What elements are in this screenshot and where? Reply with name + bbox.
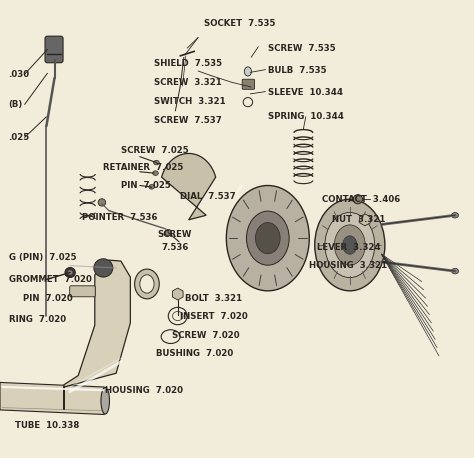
Ellipse shape (94, 259, 113, 277)
Text: SWITCH  3.321: SWITCH 3.321 (154, 97, 226, 106)
Ellipse shape (451, 268, 458, 274)
Text: SCREW  7.020: SCREW 7.020 (172, 331, 239, 340)
Text: LEVER  3.324: LEVER 3.324 (317, 243, 380, 252)
Text: RING  7.020: RING 7.020 (9, 315, 66, 324)
Text: HOUSING  3.321: HOUSING 3.321 (309, 261, 387, 270)
Text: POINTER  7.536: POINTER 7.536 (82, 213, 157, 222)
Ellipse shape (325, 213, 374, 278)
Text: G (PIN)  7.025: G (PIN) 7.025 (9, 253, 76, 262)
Text: .030: .030 (9, 70, 30, 79)
FancyBboxPatch shape (242, 79, 255, 89)
Ellipse shape (101, 387, 109, 414)
Ellipse shape (255, 223, 280, 254)
Text: SCREW  7.025: SCREW 7.025 (121, 146, 189, 155)
Text: .025: .025 (9, 133, 30, 142)
Text: CONTACT  3.406: CONTACT 3.406 (322, 195, 401, 204)
Text: GROMMET  7.020: GROMMET 7.020 (9, 275, 91, 284)
Text: SCREW  3.321: SCREW 3.321 (154, 78, 222, 87)
Ellipse shape (140, 275, 154, 293)
Text: BUSHING  7.020: BUSHING 7.020 (156, 349, 234, 358)
Ellipse shape (246, 211, 289, 265)
Text: SCREW  7.535: SCREW 7.535 (268, 44, 336, 53)
Ellipse shape (343, 236, 357, 254)
Text: HOUSING  7.020: HOUSING 7.020 (105, 386, 183, 395)
Text: SLEEVE  10.344: SLEEVE 10.344 (268, 88, 343, 97)
Ellipse shape (153, 171, 158, 175)
Ellipse shape (227, 185, 309, 291)
Text: PIN  7.020: PIN 7.020 (23, 294, 73, 303)
Ellipse shape (154, 160, 159, 165)
Ellipse shape (353, 195, 363, 204)
Ellipse shape (165, 229, 172, 236)
Text: 7.536: 7.536 (161, 243, 189, 252)
Ellipse shape (98, 199, 106, 206)
FancyBboxPatch shape (70, 286, 95, 297)
Text: SCREW: SCREW (157, 230, 192, 239)
Text: PIN  7.025: PIN 7.025 (121, 180, 171, 190)
Ellipse shape (451, 213, 458, 218)
Text: BULB  7.535: BULB 7.535 (268, 66, 326, 76)
Text: INSERT  7.020: INSERT 7.020 (180, 312, 248, 322)
Ellipse shape (335, 225, 365, 265)
Text: TUBE  10.338: TUBE 10.338 (15, 420, 80, 430)
Polygon shape (0, 382, 104, 414)
Ellipse shape (149, 185, 155, 189)
Polygon shape (64, 260, 130, 410)
Text: RETAINER  7.025: RETAINER 7.025 (103, 163, 183, 172)
Text: NUT  3.321: NUT 3.321 (332, 215, 385, 224)
Text: (B): (B) (9, 100, 23, 109)
Ellipse shape (65, 267, 75, 278)
Polygon shape (162, 153, 216, 220)
Ellipse shape (68, 270, 73, 275)
Ellipse shape (315, 199, 385, 291)
Text: SHIELD  7.535: SHIELD 7.535 (154, 59, 222, 68)
Text: SOCKET  7.535: SOCKET 7.535 (204, 19, 275, 28)
Text: BOLT  3.321: BOLT 3.321 (185, 294, 242, 303)
Text: SCREW  7.537: SCREW 7.537 (154, 116, 222, 125)
Ellipse shape (245, 67, 251, 76)
Text: SPRING  10.344: SPRING 10.344 (268, 112, 344, 121)
Text: DIAL  7.537: DIAL 7.537 (180, 192, 236, 202)
Ellipse shape (135, 269, 159, 299)
FancyBboxPatch shape (45, 36, 63, 63)
